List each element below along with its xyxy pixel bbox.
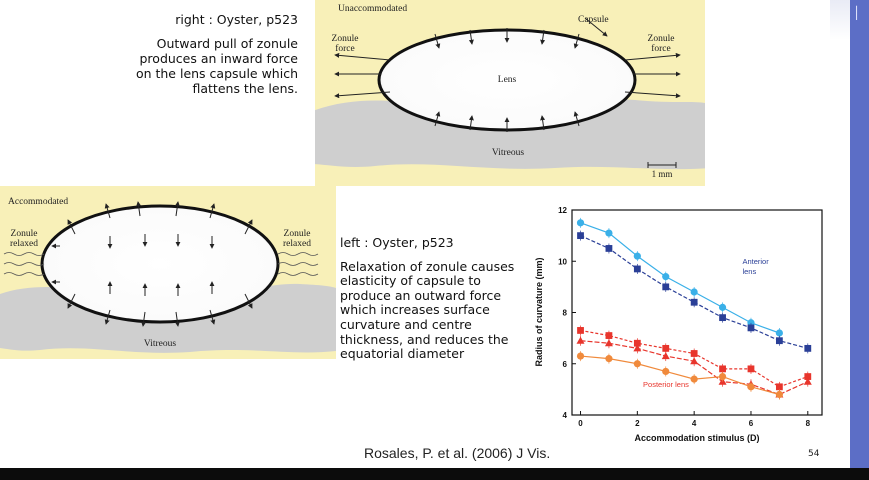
series-0 bbox=[576, 217, 783, 338]
series-4 bbox=[576, 351, 783, 400]
data-point bbox=[719, 365, 726, 373]
x-tick-label: 0 bbox=[578, 419, 583, 428]
data-point bbox=[690, 298, 698, 306]
data-point bbox=[576, 219, 585, 227]
citation: Rosales, P. et al. (2006) J Vis. bbox=[364, 445, 551, 461]
data-point bbox=[747, 383, 755, 391]
zonule-force-right-line1: Zonule bbox=[648, 34, 675, 44]
annotation-label: Posterior lens bbox=[643, 380, 689, 389]
data-point bbox=[633, 344, 642, 352]
data-point bbox=[661, 352, 670, 360]
plot-frame bbox=[571, 209, 823, 416]
data-point bbox=[604, 339, 613, 347]
series-group bbox=[576, 217, 812, 400]
data-point bbox=[804, 373, 812, 380]
data-point bbox=[690, 350, 698, 357]
data-point bbox=[633, 252, 641, 260]
x-tick-label: 2 bbox=[635, 419, 640, 428]
right-caption: right : Oyster, p523 Outward pull of zon… bbox=[120, 12, 298, 96]
zonule-relaxed-right-line2: relaxed bbox=[283, 239, 311, 249]
y-tick-label: 12 bbox=[558, 206, 567, 215]
data-point bbox=[718, 372, 727, 381]
data-point bbox=[662, 273, 670, 281]
data-point bbox=[576, 336, 585, 344]
right-edge-bar bbox=[850, 0, 869, 468]
top-right-shade bbox=[830, 0, 850, 40]
data-point bbox=[633, 360, 641, 368]
data-point bbox=[690, 375, 698, 383]
data-point bbox=[633, 339, 641, 347]
y-tick-label: 4 bbox=[563, 411, 568, 420]
y-tick-label: 6 bbox=[563, 360, 568, 369]
capsule-label: Capsule bbox=[578, 15, 609, 25]
vitreous-label: Vitreous bbox=[492, 148, 524, 158]
data-point bbox=[662, 283, 670, 291]
data-point bbox=[577, 232, 584, 240]
y-axis-label: Radius of curvature (mm) bbox=[534, 257, 544, 366]
series-line bbox=[580, 355, 780, 396]
accommodated-diagram: Accommodated Zonule relaxed Zonule relax… bbox=[0, 186, 336, 359]
left-caption-body: Relaxation of zonule causes elasticity o… bbox=[340, 258, 515, 362]
x-axis-label: Accommodation stimulus (D) bbox=[634, 433, 759, 443]
data-point bbox=[747, 324, 755, 332]
unaccommodated-diagram: Unaccommodated Capsule Zonule force Zonu… bbox=[315, 0, 705, 186]
lens-shape bbox=[40, 204, 280, 324]
x-tick-label: 4 bbox=[692, 419, 697, 428]
zonule-wavy-lines bbox=[3, 252, 319, 276]
data-point bbox=[662, 367, 670, 376]
data-point bbox=[576, 352, 585, 360]
zonule-relaxed-right-line1: Zonule bbox=[284, 229, 311, 239]
data-point bbox=[803, 377, 812, 385]
zonule-force-left-line2: force bbox=[335, 43, 355, 54]
x-tick-label: 6 bbox=[749, 419, 754, 428]
accommodated-title: Accommodated bbox=[8, 197, 68, 207]
right-caption-title: right : Oyster, p523 bbox=[175, 12, 298, 27]
bottom-bar bbox=[0, 468, 869, 480]
zonule-relaxed-left-line1: Zonule bbox=[11, 229, 38, 239]
sidebar-glyph-icon: │ bbox=[853, 6, 861, 20]
series-line bbox=[580, 222, 780, 334]
x-tick-label: 8 bbox=[806, 419, 811, 428]
data-point bbox=[605, 245, 613, 252]
data-point bbox=[775, 329, 783, 337]
annotation-label: lens bbox=[742, 267, 756, 276]
zonule-force-right-line2: force bbox=[651, 43, 671, 54]
y-tick-label: 8 bbox=[563, 309, 568, 318]
series-1 bbox=[577, 230, 812, 354]
unaccommodated-title: Unaccommodated bbox=[338, 4, 407, 14]
data-point bbox=[690, 357, 699, 365]
data-point bbox=[633, 265, 641, 273]
right-caption-body: Outward pull of zonule produces an inwar… bbox=[135, 36, 298, 96]
lens-label: Lens bbox=[498, 75, 517, 85]
data-point bbox=[662, 344, 670, 352]
data-point bbox=[605, 355, 613, 363]
data-point bbox=[747, 365, 755, 373]
zonule-force-left-line1: Zonule bbox=[332, 34, 359, 44]
vitreous-label: Vitreous bbox=[144, 339, 176, 349]
data-point bbox=[605, 332, 613, 339]
data-point bbox=[605, 229, 613, 237]
scale-bar: 1 mm bbox=[647, 162, 677, 179]
page-number: 54 bbox=[808, 449, 820, 459]
data-point bbox=[775, 337, 783, 345]
left-caption: left : Oyster, p523 Relaxation of zonule… bbox=[340, 235, 520, 362]
y-axis: 4 6 8 10 12 bbox=[558, 206, 576, 420]
data-point bbox=[804, 344, 812, 352]
left-caption-title: left : Oyster, p523 bbox=[340, 235, 454, 250]
data-point bbox=[775, 390, 783, 399]
annotation-label: Anterior bbox=[742, 257, 769, 266]
data-point bbox=[718, 303, 727, 311]
zonule-relaxed-left-line2: relaxed bbox=[10, 239, 38, 249]
data-point bbox=[690, 288, 698, 296]
data-point bbox=[775, 383, 783, 391]
data-point bbox=[719, 314, 726, 322]
data-point bbox=[577, 327, 584, 334]
y-tick-label: 10 bbox=[558, 257, 567, 266]
scale-bar-label: 1 mm bbox=[652, 169, 673, 179]
x-axis: 0 2 4 6 8 bbox=[578, 411, 811, 428]
vitreous-region bbox=[315, 99, 705, 170]
